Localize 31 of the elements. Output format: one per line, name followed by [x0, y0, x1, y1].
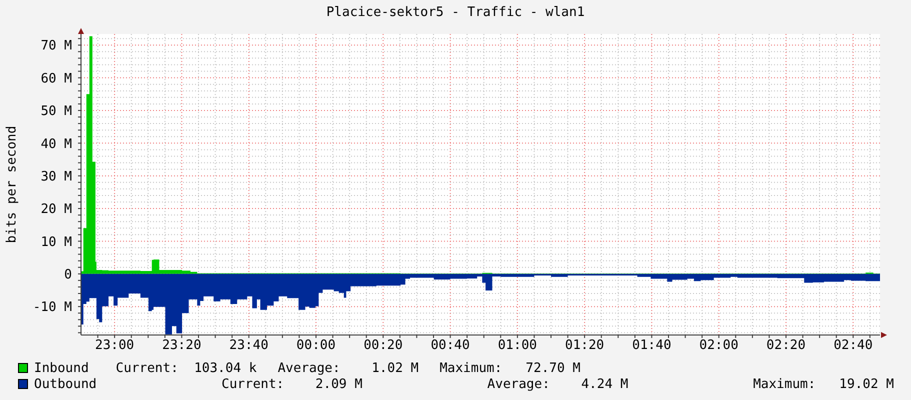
y-tick-label: 60 M [40, 71, 72, 86]
legend-label: Outbound [34, 376, 97, 392]
y-tick-label: 0 [64, 268, 72, 282]
x-tick-label: 02:20 [766, 338, 806, 354]
x-tick-label: 00:20 [364, 338, 403, 354]
x-tick-label: 01:00 [498, 338, 537, 354]
x-tick-label: 01:40 [632, 338, 672, 354]
x-tick-label: 23:20 [162, 338, 202, 354]
y-tick-label: 30 M [40, 169, 72, 184]
x-tick-label: 02:40 [834, 338, 873, 354]
x-tick-label: 00:00 [296, 338, 336, 354]
y-axis-title: bits per second [4, 126, 20, 244]
x-tick-label: 23:40 [229, 338, 268, 354]
text: Maximum: 19.02 M [753, 376, 894, 392]
legend-label: Inbound [34, 360, 89, 376]
text: Current: 103.04 k [116, 360, 257, 376]
text: Average: 4.24 M [487, 376, 628, 392]
y-tick-label: 50 M [40, 104, 72, 120]
x-tick-label: 23:00 [95, 338, 134, 354]
y-tick-label: 70 M [40, 38, 72, 54]
y-tick-label: -10 M [32, 300, 72, 316]
x-tick-label: 00:40 [430, 338, 470, 354]
text: Current: 2.09 M [222, 376, 362, 392]
text: Average: 1.02 M [278, 360, 419, 376]
y-tick-label: 20 M [40, 202, 72, 218]
y-tick-label: 10 M [40, 234, 72, 250]
text: Maximum: 72.70 M [440, 360, 580, 376]
chart-title: Placice-sektor5 - Traffic - wlan1 [325, 5, 586, 20]
x-tick-label: 01:20 [565, 338, 604, 354]
y-tick-label: 40 M [40, 136, 72, 152]
x-tick-label: 02:00 [699, 338, 738, 354]
